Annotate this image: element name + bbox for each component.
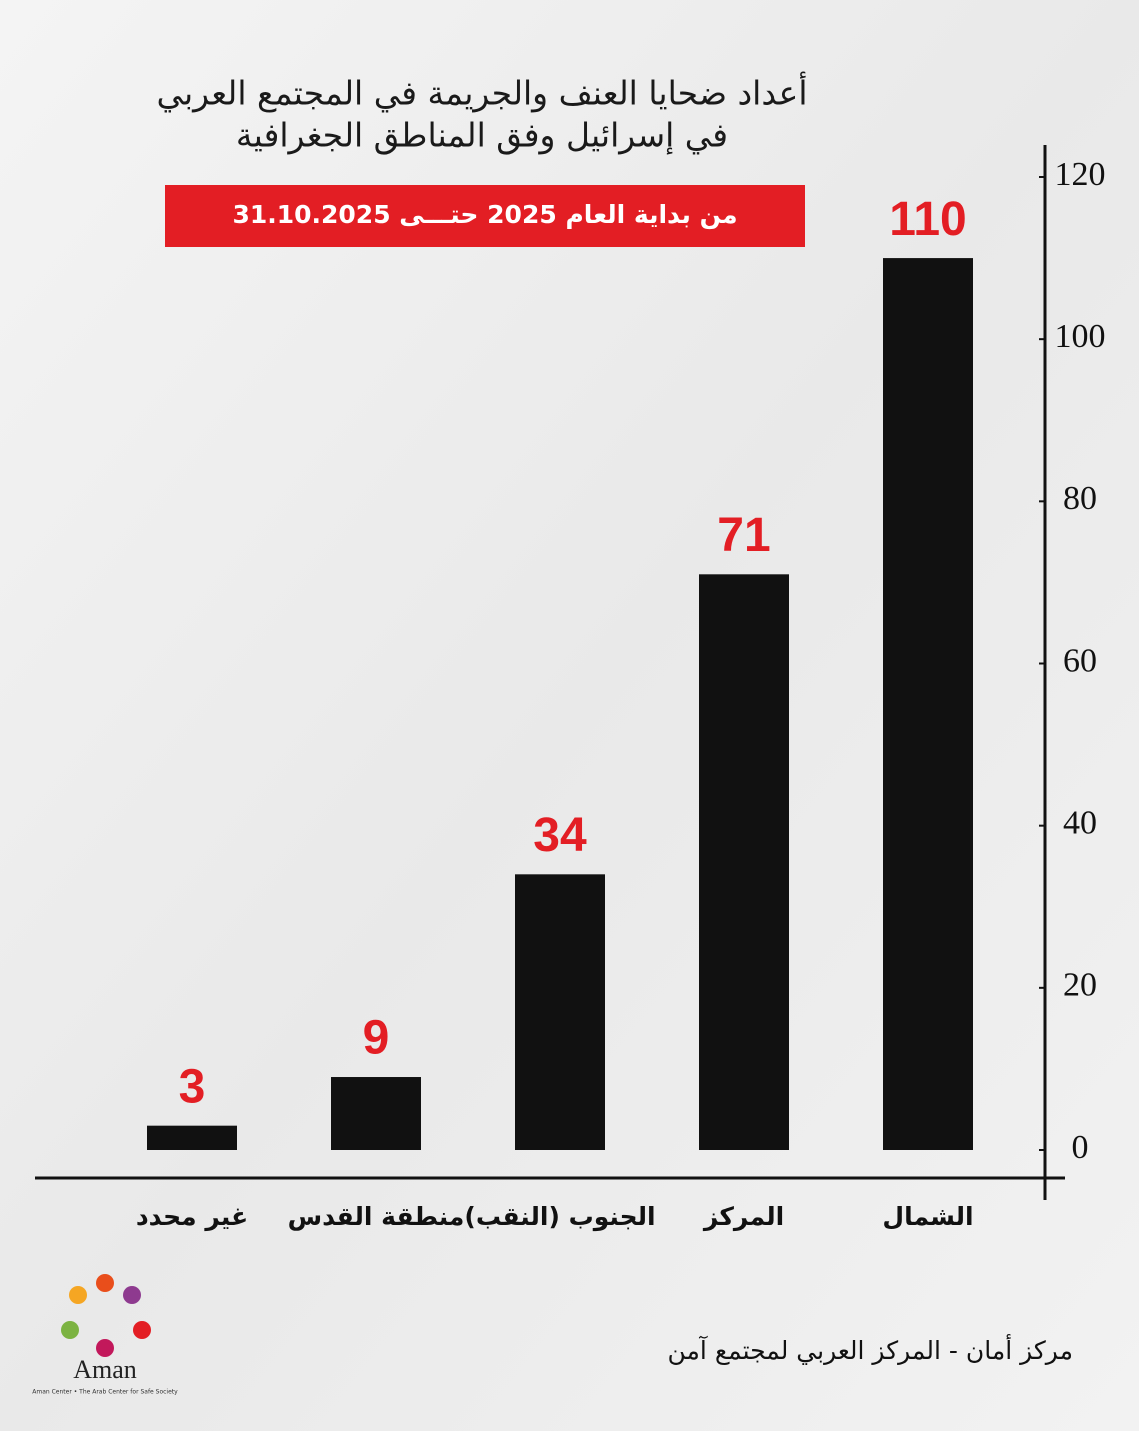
subtitle-box (165, 185, 805, 247)
y-tick-label: 60 (1063, 642, 1097, 679)
y-tick-label: 100 (1055, 318, 1106, 355)
logo-caption: Aman Center • The Arab Center for Safe S… (32, 1389, 178, 1396)
x-tick-label: غير محدد (136, 1202, 248, 1232)
title-line: أعداد ضحايا العنف والجريمة في المجتمع ال… (156, 72, 807, 113)
title-line: في إسرائيل وفق المناطق الجغرافية (236, 116, 728, 156)
value-label: 9 (363, 1012, 390, 1065)
x-tick-label: الجنوب (النقب) (464, 1202, 655, 1232)
bar (331, 1077, 421, 1150)
bar (883, 258, 973, 1150)
footer-text: مركز أمان - المركز العربي لمجتمع آمن (668, 1333, 1074, 1366)
logo: Aman Aman Center • The Arab Center for S… (32, 1274, 178, 1396)
x-tick-label: الشمال (882, 1202, 973, 1231)
value-label: 71 (717, 509, 770, 562)
value-label: 34 (533, 809, 587, 862)
y-tick-label: 80 (1063, 480, 1097, 517)
x-tick-label: المركز (702, 1202, 784, 1232)
subtitle: من بداية العام 2025 حتـــى 31.10.2025 (232, 200, 737, 230)
y-tick-label: 20 (1063, 967, 1097, 1004)
x-tick-label: منطقة القدس (288, 1202, 465, 1231)
y-tick-label: 40 (1063, 804, 1097, 841)
bar (515, 874, 605, 1150)
value-label: 3 (179, 1060, 206, 1113)
value-label: 110 (889, 193, 966, 246)
logo-text: Aman (73, 1355, 137, 1384)
bar (699, 574, 789, 1150)
y-tick-label: 0 (1072, 1129, 1089, 1166)
y-tick-label: 120 (1055, 156, 1106, 193)
bar (147, 1125, 237, 1150)
